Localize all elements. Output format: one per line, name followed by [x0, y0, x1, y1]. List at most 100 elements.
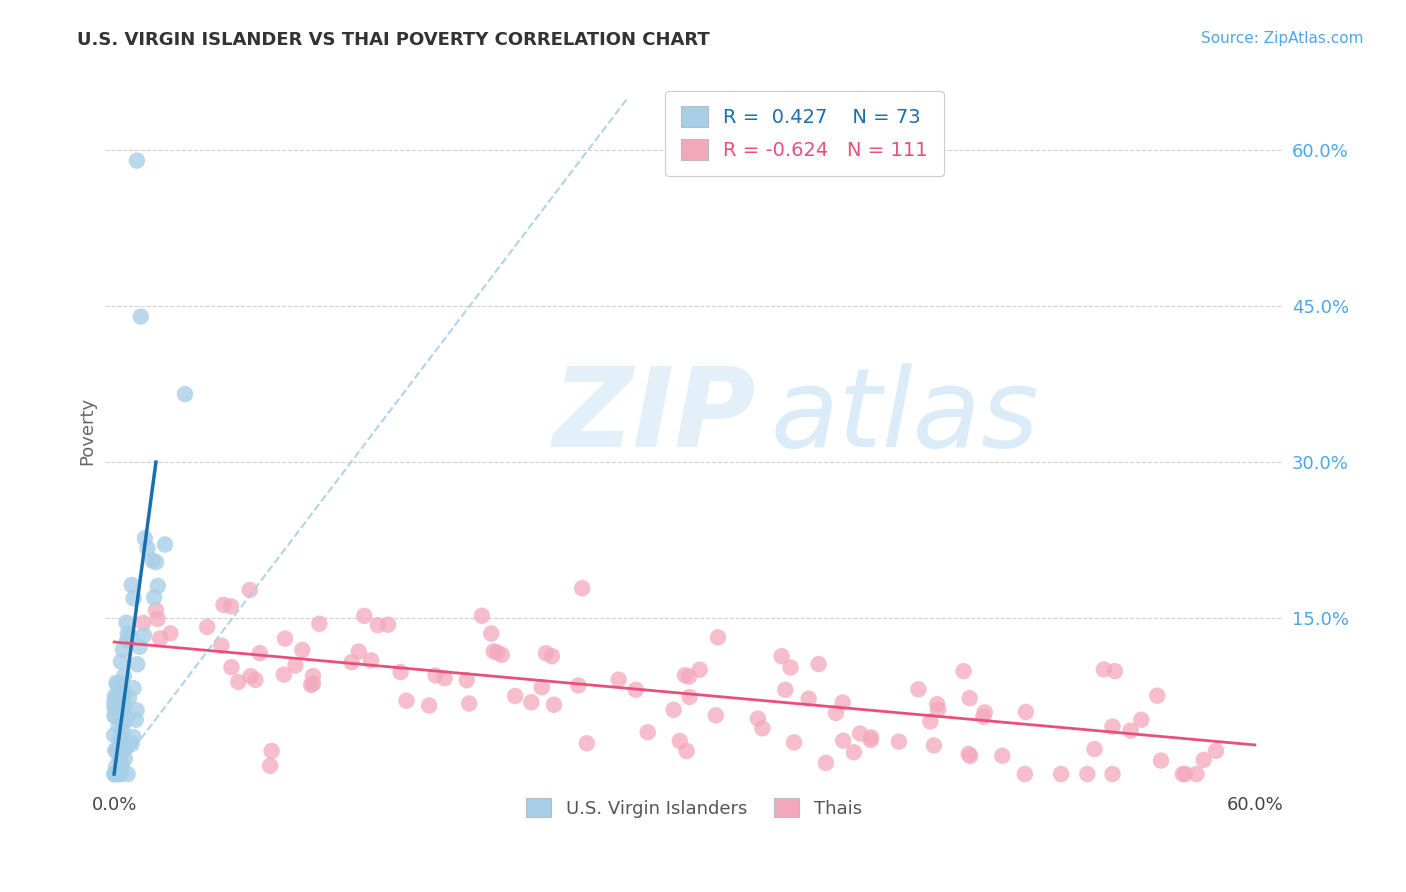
Point: [212, 598, 235, 612]
Point: [302, 669, 325, 683]
Point: [831, 696, 853, 710]
Point: [1146, 689, 1168, 703]
Point: [1104, 664, 1126, 678]
Point: [479, 626, 502, 640]
Point: [111, 759, 134, 773]
Point: [284, 658, 307, 673]
Point: [249, 646, 271, 660]
Point: [299, 678, 322, 692]
Point: [842, 745, 865, 759]
Point: [433, 671, 456, 685]
Point: [814, 756, 837, 770]
Point: [104, 767, 127, 781]
Point: [112, 698, 135, 713]
Point: [107, 746, 129, 760]
Point: [389, 665, 412, 679]
Point: [860, 731, 883, 745]
Point: [108, 734, 131, 748]
Point: [107, 677, 129, 691]
Point: [103, 709, 125, 723]
Point: [779, 660, 801, 674]
Point: [747, 712, 769, 726]
Point: [125, 153, 148, 168]
Point: [105, 743, 128, 757]
Text: U.S. VIRGIN ISLANDER VS THAI POVERTY CORRELATION CHART: U.S. VIRGIN ISLANDER VS THAI POVERTY COR…: [77, 31, 710, 49]
Point: [159, 626, 181, 640]
Point: [534, 646, 557, 660]
Point: [136, 541, 159, 556]
Point: [425, 668, 447, 682]
Point: [239, 669, 262, 683]
Point: [1119, 723, 1142, 738]
Point: [143, 591, 166, 605]
Point: [1015, 705, 1038, 719]
Point: [669, 734, 692, 748]
Point: [482, 644, 505, 658]
Point: [675, 744, 697, 758]
Point: [103, 767, 125, 781]
Point: [114, 734, 136, 748]
Point: [122, 730, 145, 744]
Point: [458, 697, 481, 711]
Point: [112, 669, 135, 683]
Text: Source: ZipAtlas.com: Source: ZipAtlas.com: [1201, 31, 1364, 46]
Point: [103, 728, 125, 742]
Legend: U.S. Virgin Islanders, Thais: U.S. Virgin Islanders, Thais: [519, 791, 869, 825]
Point: [145, 603, 167, 617]
Point: [807, 657, 830, 671]
Point: [607, 673, 630, 687]
Point: [145, 555, 167, 569]
Point: [367, 618, 389, 632]
Point: [195, 620, 218, 634]
Point: [1185, 767, 1208, 781]
Point: [108, 686, 131, 700]
Point: [115, 740, 138, 755]
Point: [360, 653, 382, 667]
Point: [887, 734, 910, 748]
Point: [567, 678, 589, 692]
Point: [108, 751, 131, 765]
Point: [122, 591, 145, 606]
Point: [125, 713, 148, 727]
Point: [1076, 767, 1098, 781]
Point: [226, 674, 249, 689]
Point: [111, 717, 134, 731]
Point: [662, 703, 685, 717]
Point: [132, 628, 155, 642]
Point: [274, 632, 297, 646]
Point: [991, 748, 1014, 763]
Point: [353, 608, 375, 623]
Point: [959, 749, 981, 764]
Point: [503, 689, 526, 703]
Point: [1192, 753, 1215, 767]
Point: [112, 690, 135, 705]
Point: [111, 701, 134, 715]
Point: [1014, 767, 1036, 781]
Point: [1150, 754, 1173, 768]
Point: [260, 744, 283, 758]
Point: [146, 612, 169, 626]
Point: [543, 698, 565, 712]
Point: [129, 310, 152, 324]
Point: [211, 639, 233, 653]
Point: [259, 759, 281, 773]
Point: [377, 617, 399, 632]
Point: [1174, 767, 1197, 781]
Point: [115, 712, 138, 726]
Point: [117, 626, 139, 640]
Point: [291, 643, 314, 657]
Point: [920, 714, 942, 729]
Point: [797, 691, 820, 706]
Point: [125, 703, 148, 717]
Point: [678, 669, 700, 683]
Point: [245, 673, 267, 687]
Point: [104, 743, 127, 757]
Point: [1101, 720, 1123, 734]
Point: [783, 735, 806, 749]
Point: [103, 700, 125, 714]
Point: [1050, 767, 1073, 781]
Point: [957, 747, 980, 761]
Point: [775, 682, 797, 697]
Point: [832, 733, 855, 747]
Point: [637, 725, 659, 739]
